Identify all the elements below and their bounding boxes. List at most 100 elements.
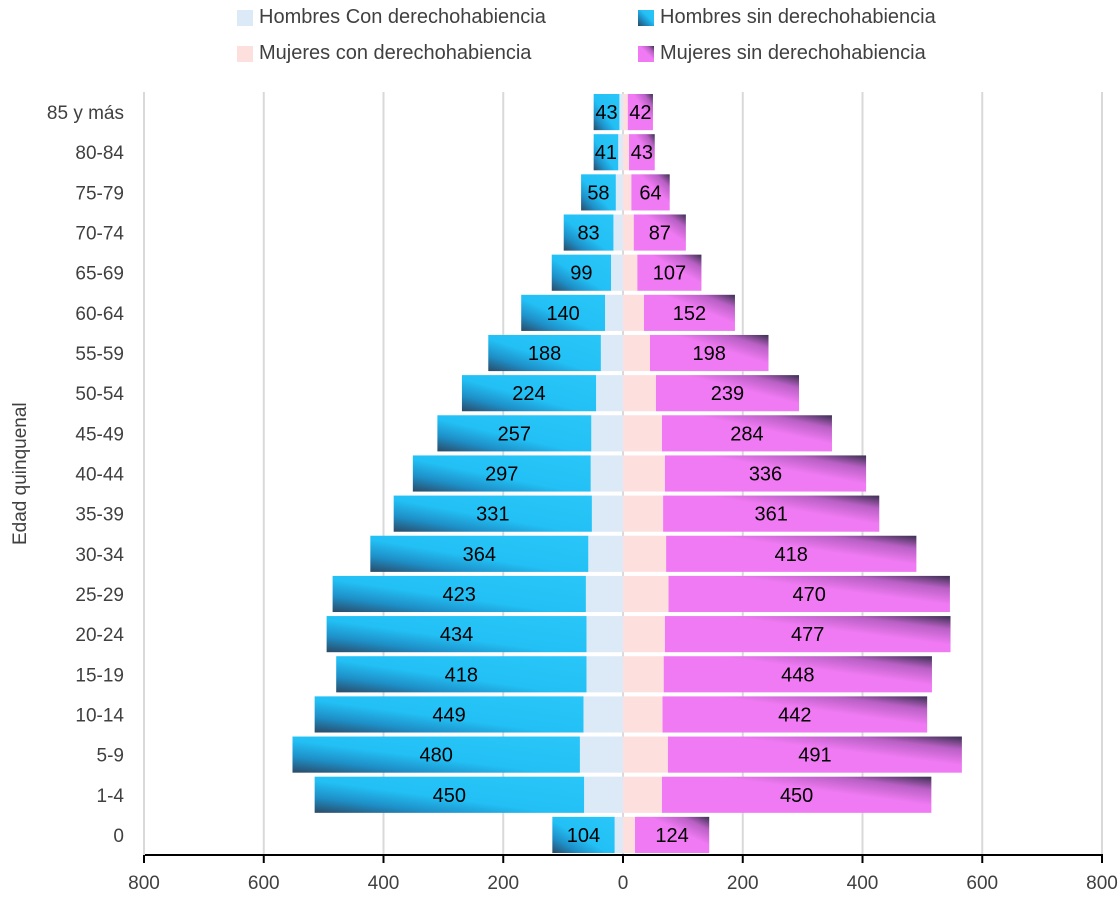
bar-mujeres-con-25-29 bbox=[623, 575, 669, 613]
bar-hombres-con-15-19 bbox=[586, 656, 623, 693]
data-label-hombres-sin-55-59: 188 bbox=[528, 343, 561, 365]
y-tick-label-70-74: 70-74 bbox=[75, 224, 124, 245]
y-tick-label-30-34: 30-34 bbox=[75, 545, 124, 566]
bar-hombres-sin-40-44 bbox=[412, 455, 591, 492]
x-tick-label-2: 400 bbox=[368, 873, 400, 894]
legend: Hombres Con derechohabiencia Hombres sin… bbox=[0, 0, 1120, 80]
bar-mujeres-con-30-34 bbox=[623, 535, 667, 572]
data-label-hombres-sin-75-79: 58 bbox=[587, 182, 609, 204]
bar-hombres-con-75-79 bbox=[615, 174, 623, 211]
bar-mujeres-sin-30-34 bbox=[666, 535, 917, 572]
bar-hombres-con-50-54 bbox=[596, 375, 623, 412]
data-label-hombres-sin-60-64: 140 bbox=[546, 303, 579, 325]
y-tick-label-80-84: 80-84 bbox=[75, 143, 124, 164]
legend-swatch-mujeres-sin bbox=[638, 45, 654, 62]
x-tick-label-4: 0 bbox=[618, 873, 629, 894]
data-label-mujeres-sin-75-79: 64 bbox=[639, 182, 661, 204]
bar-mujeres-con-15-19 bbox=[623, 656, 664, 693]
bar-mujeres-sin-60-64 bbox=[643, 294, 735, 331]
data-label-hombres-sin-0: 104 bbox=[567, 825, 600, 847]
bar-hombres-con-80-84 bbox=[618, 134, 623, 171]
bar-mujeres-sin-1-4 bbox=[661, 776, 932, 813]
y-tick-label-25-29: 25-29 bbox=[75, 585, 124, 606]
bar-hombres-con-65-69 bbox=[611, 254, 623, 291]
data-label-hombres-sin-70-74: 83 bbox=[577, 223, 599, 245]
y-tick-label-10-14: 10-14 bbox=[75, 705, 124, 726]
legend-label-hombres-con: Hombres Con derechohabiencia bbox=[259, 6, 546, 28]
bar-hombres-con-70-74 bbox=[613, 214, 623, 251]
data-label-mujeres-sin-65-69: 107 bbox=[653, 263, 686, 285]
bar-hombres-con-35-39 bbox=[591, 495, 623, 532]
bars bbox=[292, 94, 962, 853]
bar-hombres-sin-50-54 bbox=[461, 375, 597, 412]
bar-mujeres-con-85 y más bbox=[623, 94, 628, 131]
bar-mujeres-sin-35-39 bbox=[663, 495, 880, 532]
legend-swatch-mujeres-con bbox=[237, 45, 253, 62]
legend-label-mujeres-sin: Mujeres sin derechohabiencia bbox=[660, 42, 926, 64]
legend-label-hombres-sin: Hombres sin derechohabiencia bbox=[660, 6, 936, 28]
bar-mujeres-con-75-79 bbox=[623, 174, 632, 211]
y-tick-label-40-44: 40-44 bbox=[75, 465, 124, 486]
data-label-mujeres-sin-80-84: 43 bbox=[631, 142, 653, 164]
bar-hombres-sin-60-64 bbox=[521, 294, 606, 331]
data-label-mujeres-sin-10-14: 442 bbox=[778, 704, 811, 726]
bar-hombres-sin-25-29 bbox=[332, 575, 586, 613]
bar-mujeres-sin-10-14 bbox=[662, 696, 928, 733]
data-label-hombres-sin-30-34: 364 bbox=[463, 544, 496, 566]
bar-hombres-con-55-59 bbox=[600, 334, 623, 372]
bar-mujeres-con-80-84 bbox=[623, 134, 629, 171]
y-tick-label-20-24: 20-24 bbox=[75, 625, 124, 646]
x-tick-label-8: 800 bbox=[1086, 873, 1118, 894]
bar-mujeres-con-70-74 bbox=[623, 214, 634, 251]
bar-mujeres-sin-25-29 bbox=[668, 575, 950, 613]
data-label-hombres-sin-85 y más: 43 bbox=[595, 102, 617, 124]
data-label-hombres-sin-40-44: 297 bbox=[485, 464, 518, 486]
data-label-mujeres-sin-20-24: 477 bbox=[791, 624, 824, 646]
data-label-mujeres-sin-55-59: 198 bbox=[693, 343, 726, 365]
data-labels: 104 124 450 450 480 491 449 442 418 448 434 477 423 4… bbox=[420, 102, 832, 847]
bar-mujeres-sin-80-84 bbox=[628, 134, 655, 171]
bar-hombres-sin-20-24 bbox=[326, 616, 587, 653]
bar-hombres-sin-1-4 bbox=[314, 776, 585, 813]
bar-hombres-sin-85 y más bbox=[593, 94, 620, 131]
data-label-mujeres-sin-70-74: 87 bbox=[649, 223, 671, 245]
y-tick-label-45-49: 45-49 bbox=[75, 424, 124, 445]
data-label-hombres-sin-50-54: 224 bbox=[512, 383, 545, 405]
bar-hombres-con-40-44 bbox=[590, 455, 623, 492]
bar-hombres-sin-10-14 bbox=[314, 696, 584, 733]
bar-hombres-con-45-49 bbox=[591, 415, 623, 452]
bar-mujeres-sin-15-19 bbox=[663, 656, 932, 693]
bar-mujeres-sin-0 bbox=[634, 816, 710, 853]
y-tick-label-85 y más: 85 y más bbox=[47, 103, 124, 124]
legend-swatch-hombres-sin bbox=[638, 9, 654, 26]
data-label-mujeres-sin-40-44: 336 bbox=[749, 464, 782, 486]
y-tick-label-35-39: 35-39 bbox=[75, 505, 124, 526]
bar-mujeres-sin-55-59 bbox=[649, 334, 769, 372]
bar-hombres-con-5-9 bbox=[579, 736, 623, 773]
bar-hombres-con-25-29 bbox=[585, 575, 623, 613]
data-label-hombres-sin-5-9: 480 bbox=[420, 745, 453, 767]
x-tick-label-0: 800 bbox=[128, 873, 160, 894]
bar-hombres-sin-65-69 bbox=[551, 254, 612, 291]
data-label-hombres-sin-65-69: 99 bbox=[570, 263, 592, 285]
bar-hombres-con-85 y más bbox=[619, 94, 623, 131]
bar-hombres-sin-45-49 bbox=[437, 415, 592, 452]
bar-hombres-con-0 bbox=[614, 816, 623, 853]
bar-mujeres-con-10-14 bbox=[623, 696, 663, 733]
bar-mujeres-sin-40-44 bbox=[664, 455, 867, 492]
bar-mujeres-sin-5-9 bbox=[667, 736, 962, 773]
data-label-mujeres-sin-0: 124 bbox=[655, 825, 688, 847]
x-tick-label-3: 200 bbox=[487, 873, 519, 894]
bar-mujeres-con-50-54 bbox=[623, 375, 656, 412]
data-label-mujeres-sin-60-64: 152 bbox=[673, 303, 706, 325]
legend-item-hombres-con: Hombres Con derechohabiencia bbox=[237, 6, 546, 29]
bar-mujeres-con-20-24 bbox=[623, 616, 665, 653]
x-tick-label-1: 600 bbox=[248, 873, 280, 894]
axes: 0 1-4 5-9 10-14 15-19 20-24 25-29 30-34 35-39 40-… bbox=[47, 103, 1118, 894]
bar-hombres-con-10-14 bbox=[583, 696, 623, 733]
data-label-hombres-sin-15-19: 418 bbox=[445, 664, 478, 686]
bar-mujeres-con-55-59 bbox=[623, 334, 650, 372]
bar-hombres-con-1-4 bbox=[584, 776, 623, 813]
bar-hombres-sin-5-9 bbox=[292, 736, 580, 773]
